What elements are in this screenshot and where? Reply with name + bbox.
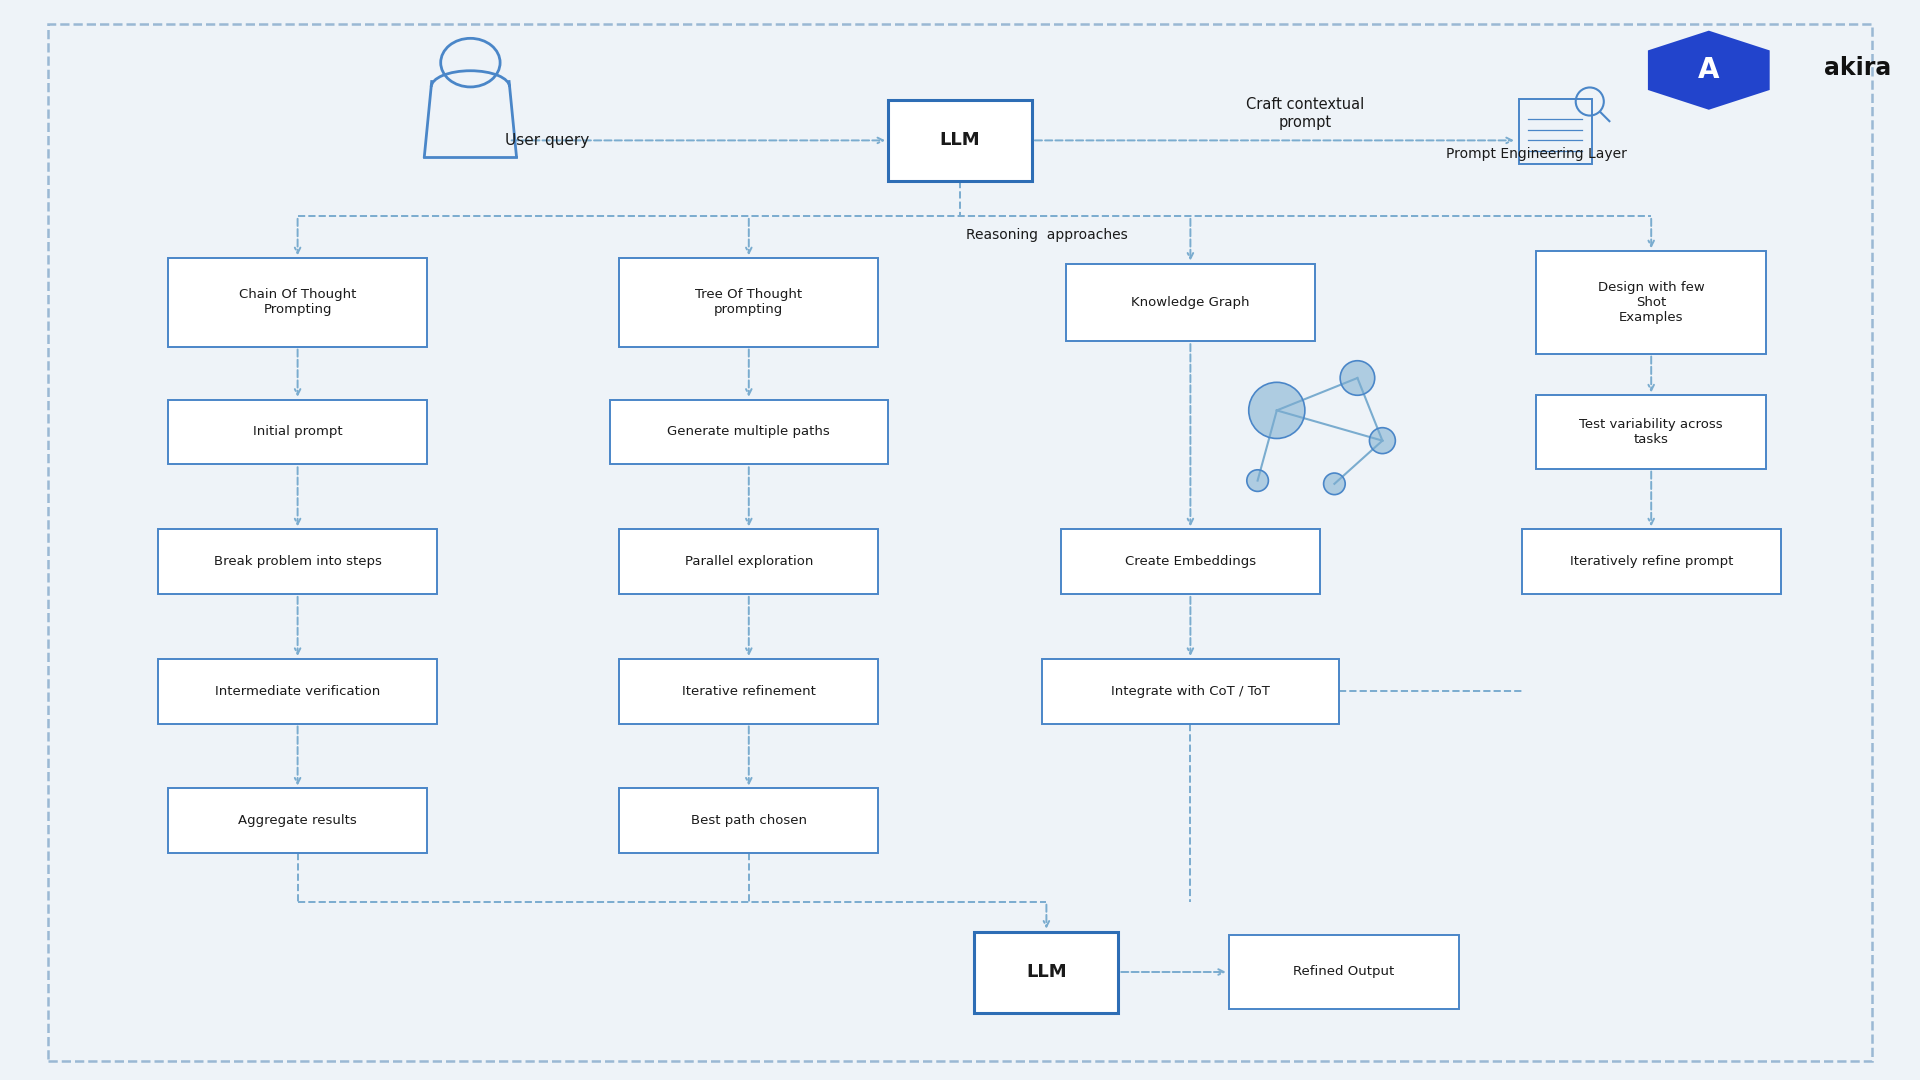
- FancyBboxPatch shape: [169, 400, 426, 464]
- FancyBboxPatch shape: [1519, 99, 1592, 164]
- FancyBboxPatch shape: [618, 788, 879, 853]
- FancyBboxPatch shape: [169, 788, 426, 853]
- Text: Integrate with CoT / ToT: Integrate with CoT / ToT: [1112, 685, 1269, 698]
- Ellipse shape: [1248, 382, 1306, 438]
- Ellipse shape: [1340, 361, 1375, 395]
- Text: Prompt Engineering Layer: Prompt Engineering Layer: [1446, 148, 1626, 161]
- Text: LLM: LLM: [1025, 963, 1068, 981]
- Text: Refined Output: Refined Output: [1294, 966, 1394, 978]
- FancyBboxPatch shape: [1536, 252, 1766, 354]
- Text: Iteratively refine prompt: Iteratively refine prompt: [1569, 555, 1734, 568]
- FancyBboxPatch shape: [611, 400, 887, 464]
- Text: LLM: LLM: [939, 132, 981, 149]
- FancyBboxPatch shape: [618, 529, 879, 594]
- Text: Break problem into steps: Break problem into steps: [213, 555, 382, 568]
- Text: Initial prompt: Initial prompt: [253, 426, 342, 438]
- Text: Generate multiple paths: Generate multiple paths: [668, 426, 829, 438]
- Text: A: A: [1697, 56, 1720, 84]
- Text: User query: User query: [505, 133, 589, 148]
- Text: Intermediate verification: Intermediate verification: [215, 685, 380, 698]
- Text: Tree Of Thought
prompting: Tree Of Thought prompting: [695, 288, 803, 316]
- Text: Iterative refinement: Iterative refinement: [682, 685, 816, 698]
- Text: akira: akira: [1824, 56, 1891, 80]
- FancyBboxPatch shape: [1041, 659, 1340, 724]
- FancyBboxPatch shape: [1229, 935, 1459, 1009]
- Text: Best path chosen: Best path chosen: [691, 814, 806, 827]
- Text: Reasoning  approaches: Reasoning approaches: [966, 229, 1127, 242]
- FancyBboxPatch shape: [887, 99, 1033, 180]
- FancyBboxPatch shape: [1066, 264, 1315, 341]
- FancyBboxPatch shape: [618, 659, 879, 724]
- FancyBboxPatch shape: [1060, 529, 1321, 594]
- FancyBboxPatch shape: [1536, 395, 1766, 469]
- Text: Craft contextual
prompt: Craft contextual prompt: [1246, 97, 1365, 130]
- Text: Parallel exploration: Parallel exploration: [685, 555, 812, 568]
- FancyBboxPatch shape: [975, 931, 1117, 1013]
- Text: Create Embeddings: Create Embeddings: [1125, 555, 1256, 568]
- FancyBboxPatch shape: [618, 258, 879, 347]
- Text: Chain Of Thought
Prompting: Chain Of Thought Prompting: [238, 288, 357, 316]
- Ellipse shape: [1246, 470, 1269, 491]
- Ellipse shape: [1369, 428, 1396, 454]
- FancyBboxPatch shape: [157, 659, 436, 724]
- FancyBboxPatch shape: [157, 529, 436, 594]
- FancyBboxPatch shape: [169, 258, 426, 347]
- Text: Knowledge Graph: Knowledge Graph: [1131, 296, 1250, 309]
- Text: Test variability across
tasks: Test variability across tasks: [1580, 418, 1722, 446]
- Ellipse shape: [1323, 473, 1346, 495]
- Text: Aggregate results: Aggregate results: [238, 814, 357, 827]
- Text: Design with few
Shot
Examples: Design with few Shot Examples: [1597, 281, 1705, 324]
- FancyBboxPatch shape: [1521, 529, 1782, 594]
- FancyBboxPatch shape: [48, 24, 1872, 1061]
